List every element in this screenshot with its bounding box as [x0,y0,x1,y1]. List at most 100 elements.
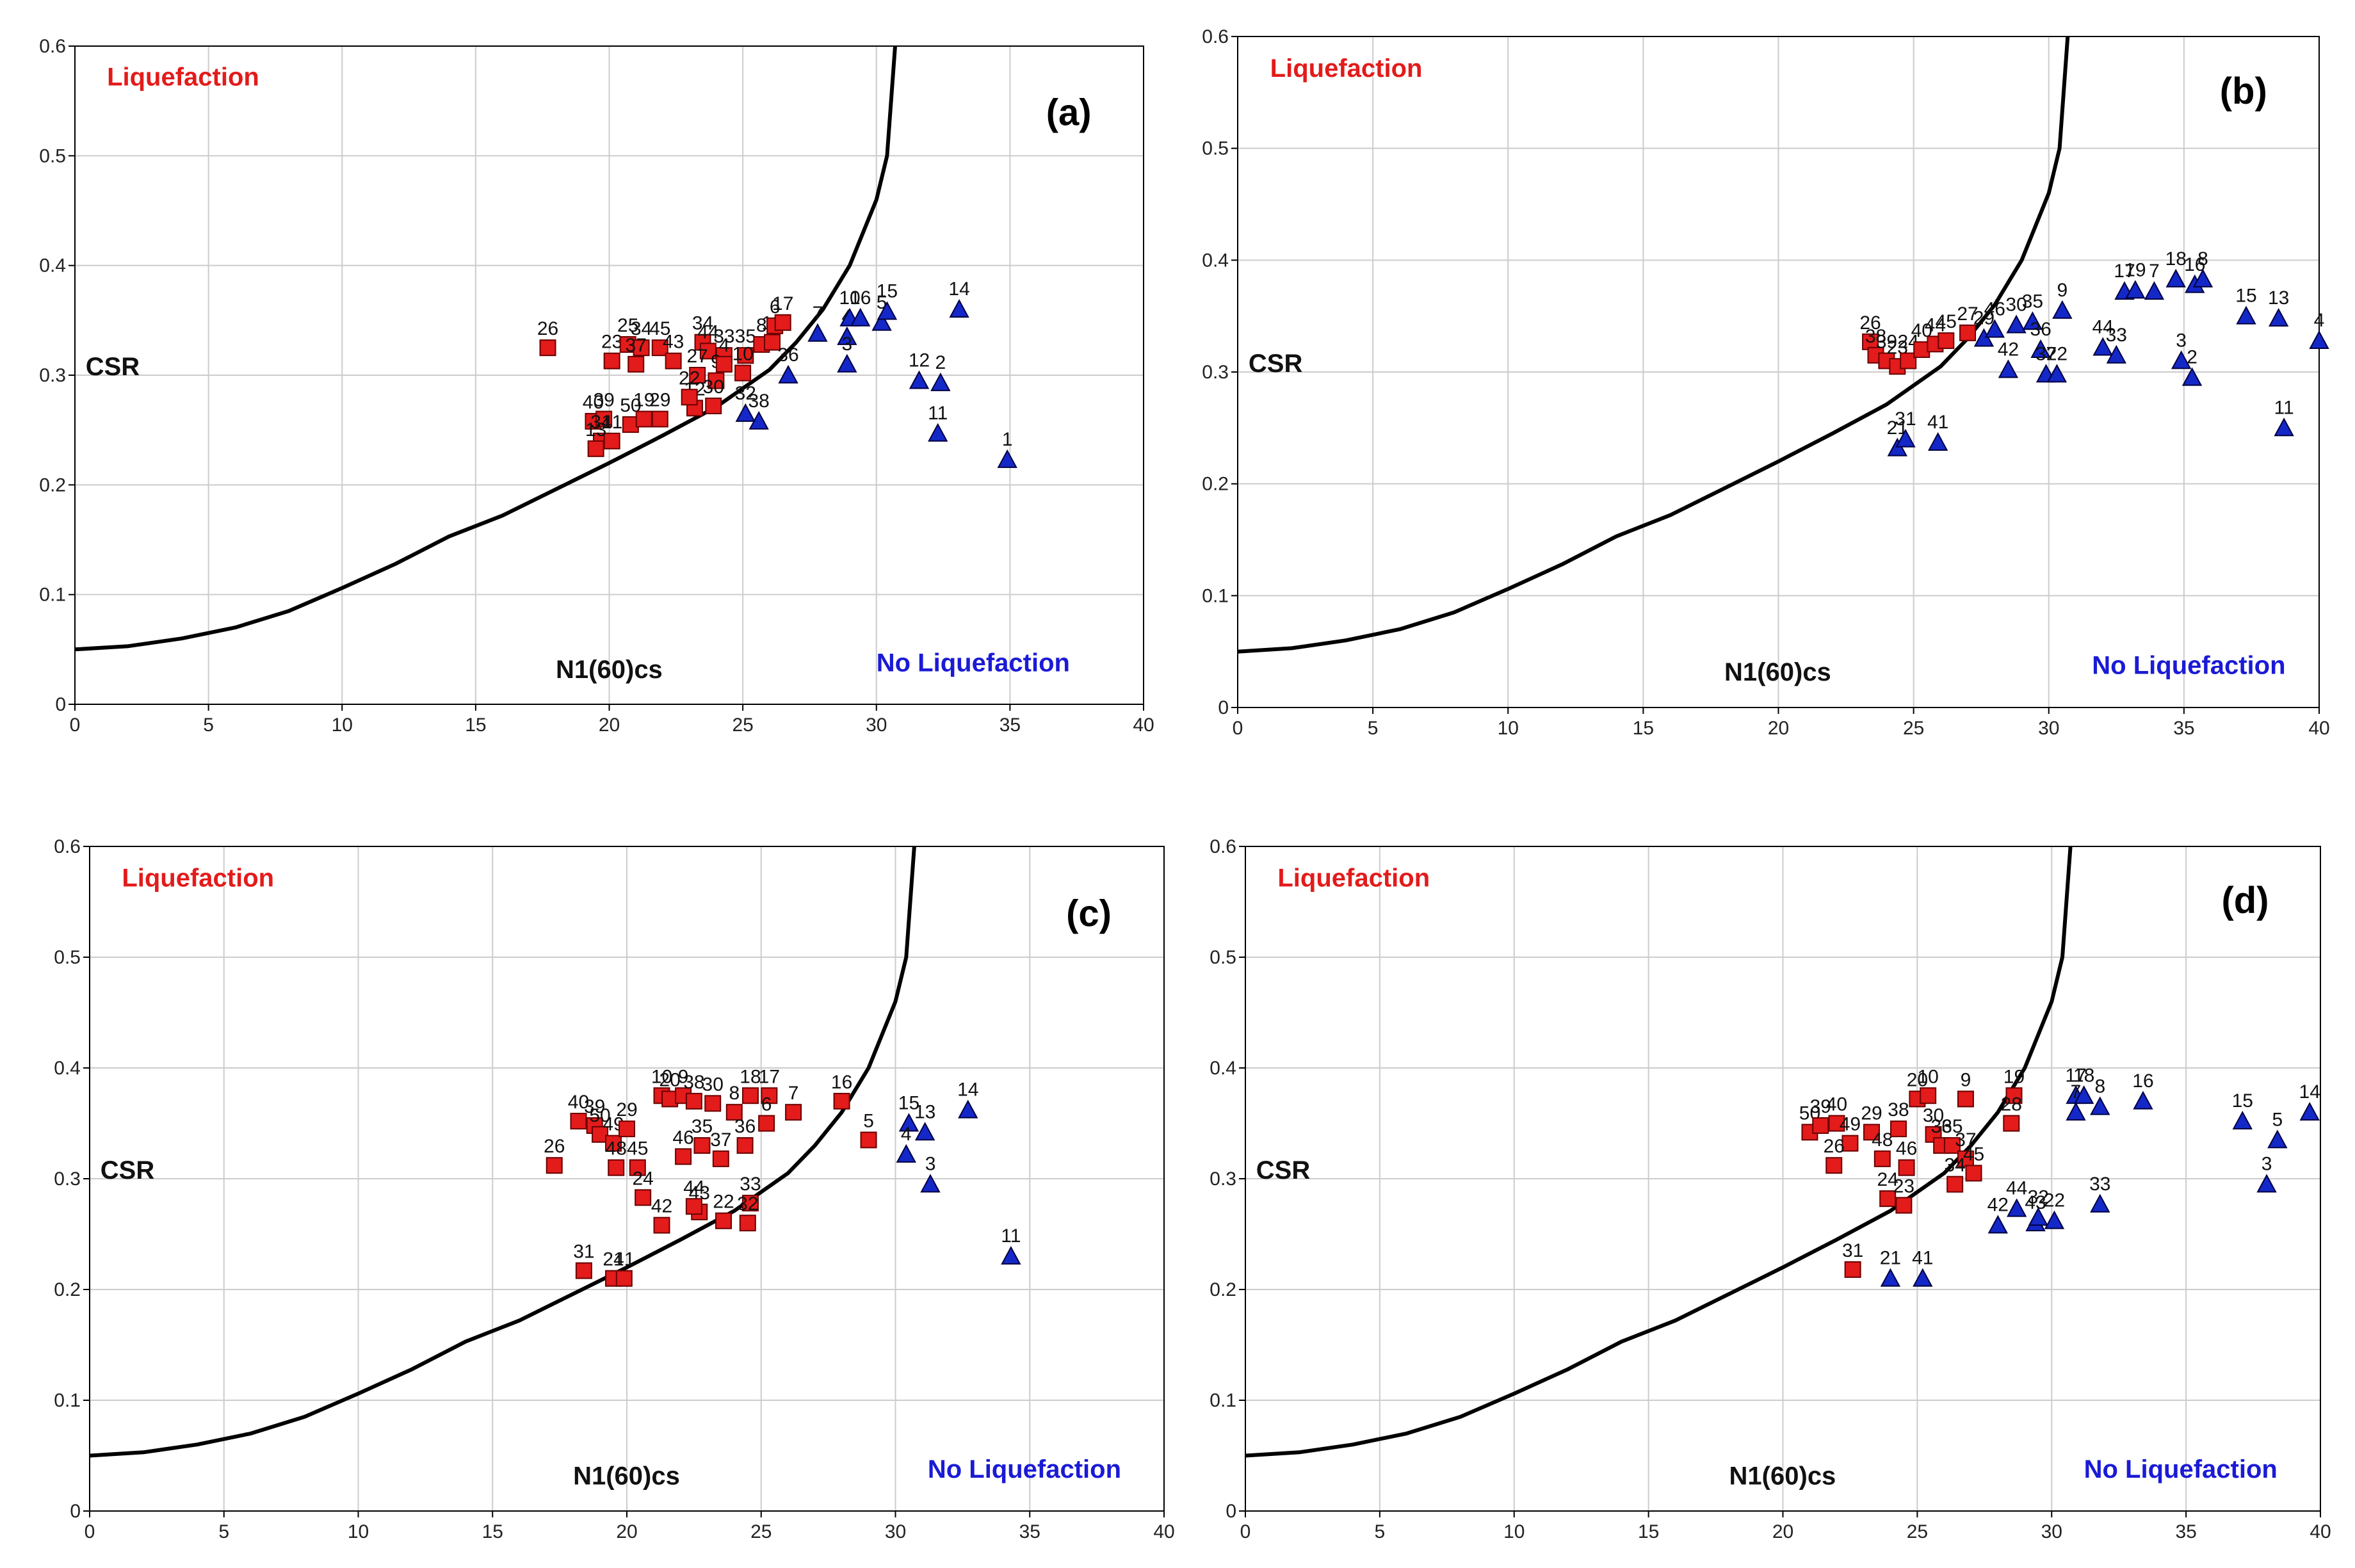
panel-4-noliq-point [2007,1198,2027,1217]
panel-1-liq-point-label: 17 [772,293,793,314]
panel-3-liq-point [629,1159,646,1176]
panel-4-liq-point [1957,1090,1974,1108]
panel-4-x-tick-label: 15 [1638,1521,1659,1542]
panel-4-x-tick-label: 10 [1503,1521,1525,1542]
panel-3-liq-point-label: 5 [863,1110,874,1131]
panel-4-noliq-point-label: 8 [2094,1076,2105,1097]
panel-2-noliq-point [1984,319,2005,338]
panel-1-y-tick-label: 0.5 [39,145,66,166]
panel-2-liq-point [1889,358,1906,375]
panel-1-liq-point [715,355,732,373]
panel-1-liq-point [595,410,613,428]
panel-1-liq-point-label: 45 [649,318,670,339]
panel-3-no-liquefaction-label: No Liquefaction [928,1455,1121,1483]
panel-1-liq-point [689,367,706,384]
panel-1-x-tick-label: 10 [332,715,353,736]
panel-1-liq-point [603,352,620,369]
panel-3-liq-point-label: 33 [740,1174,761,1195]
panel-1-liq-point-label: 22 [679,368,700,389]
panel-4-noliq-point-label: 5 [2272,1109,2283,1130]
panel-3-y-tick-label: 0.4 [54,1058,81,1079]
panel-2-noliq-point [2309,330,2329,349]
panel-1-noliq-point [949,299,969,318]
panel-3-xlabel: N1(60)cs [573,1462,680,1490]
panel-4-liq-point [1895,1197,1913,1214]
panel-3-x-tick-label: 15 [482,1521,503,1542]
panel-4-y-tick-label: 0.3 [1210,1168,1236,1190]
panel-3-liq-point [693,1137,711,1154]
panel-3-noliq-point-label: 3 [925,1154,936,1175]
panel-2-no-liquefaction-label: No Liquefaction [2092,652,2285,680]
panel-3-liq-point-label: 42 [651,1196,672,1217]
panel-3-liq-point [741,1087,759,1104]
panel-3-noliq-point [896,1144,916,1163]
panel-1-liq-point-label: 19 [633,390,654,411]
panel-1-liq-point-label: 34 [692,313,713,334]
panel-4-noliq-point-label: 32 [2028,1187,2049,1208]
panel-4-liq-point [2005,1087,2023,1104]
panel-4-noliq-point-label: 14 [2299,1081,2320,1103]
panel-4-y-tick-label: 0.6 [1210,836,1236,857]
panel-1-ylabel: CSR [86,353,140,381]
panel-3-y-tick-label: 0.3 [54,1168,81,1190]
panel-3-liq-point [761,1087,778,1104]
panel-4-noliq-point [2267,1129,2288,1149]
panel-1-noliq-point [735,403,756,422]
panel-4-liq-point-label: 48 [1872,1129,1893,1151]
panel-2-liq-point-label: 45 [1936,311,1957,332]
panel-2-x-tick-label: 25 [1903,718,1924,739]
panel-3-y-tick-label: 0 [70,1501,81,1522]
panel-1-liq-point [587,440,604,457]
panel-2-x-tick-label: 35 [2173,718,2194,739]
panel-2-noliq-point-label: 15 [2235,286,2256,307]
panel-3-liq-point-label: 21 [603,1249,624,1270]
panel-3-liq-point-label: 45 [627,1138,648,1160]
panel-2-x-tick-label: 10 [1498,718,1519,739]
panel-4-y-tick-label: 0.1 [1210,1390,1236,1411]
panel-3-liq-point-label: 22 [713,1192,734,1213]
panel-4-liq-point [1841,1135,1859,1152]
panel-1-liq-point [665,352,682,369]
panel-1-liq-point [734,364,752,382]
panel-3-liq-point [546,1157,563,1174]
panel-4-liq-point-label: 31 [1842,1240,1863,1261]
panel-1-crr-curve [74,45,897,652]
panel-4-liq-point [1844,1261,1861,1278]
panel-4-x-tick-label: 5 [1375,1521,1386,1542]
panel-3-noliq-point-label: 11 [1001,1225,1021,1247]
panel-3-noliq-point-label: 14 [957,1079,978,1101]
panel-2-noliq-point [2046,364,2068,383]
panel-3-liq-point-label: 48 [606,1138,627,1160]
panel-3-noliq-point-label: 13 [914,1101,935,1122]
panel-3-liq-point-label: 30 [702,1074,724,1095]
panel-4-liq-point-label: 45 [1963,1144,1984,1165]
panel-2-noliq-point-label: 8 [2197,248,2208,270]
panel-2-noliq-point [2192,268,2213,287]
panel-1-liq-point-label: 30 [703,376,724,398]
panel-3-liq-point [608,1159,625,1176]
panel-2-noliq-point-label: 3 [2176,330,2187,352]
panel-3-liq-point-label: 7 [788,1083,799,1104]
panel-4-liq-point-label: 46 [1896,1138,1917,1160]
panel-1-noliq-point-label: 15 [877,281,898,302]
panel-3-liq-point-label: 36 [734,1116,756,1137]
panel-2-y-tick-label: 0.6 [1202,26,1229,47]
panel-3-liq-point [635,1189,652,1206]
panel-1-x-tick-label: 15 [465,715,486,736]
panel-4-y-tick-label: 0.4 [1210,1058,1236,1079]
panel-4-liq-point-label: 37 [1955,1129,1976,1151]
panel-4-y-tick-label: 0.2 [1210,1279,1236,1300]
panel-3-liq-point [685,1092,702,1110]
panel-2-noliq-point [1887,437,1907,457]
panel-4-liq-point [1920,1087,1937,1104]
panel-1-liq-point-label: 31 [590,412,611,433]
panel-3-liq-point [860,1131,877,1149]
panel-1-noliq-point-label: 11 [928,403,948,424]
panel-4-liq-point [1873,1150,1891,1167]
panel-2-noliq-point-label: 33 [2106,325,2127,346]
panel-1-noliq-point [928,423,948,442]
panel-1-y-tick-label: 0.6 [39,36,66,57]
panel-3-liq-point-label: 50 [589,1105,610,1126]
